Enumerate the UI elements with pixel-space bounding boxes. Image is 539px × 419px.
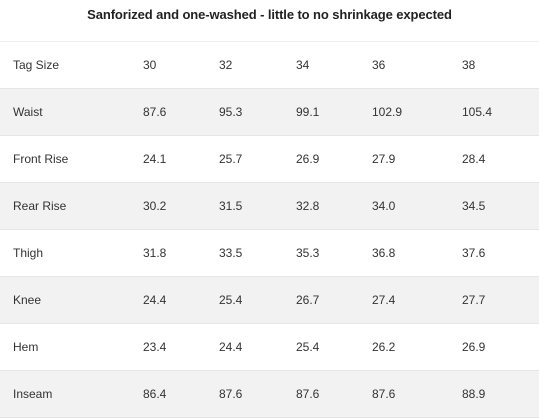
table-cell: 87.6: [296, 370, 372, 418]
table-cell: 26.7: [296, 276, 372, 324]
table-row-knee: Knee 24.4 25.4 26.7 27.4 27.7: [0, 276, 539, 324]
row-label: Front Rise: [0, 135, 143, 183]
table-cell: 35.3: [296, 229, 372, 277]
table-cell: 32: [219, 42, 296, 89]
table-row-waist: Waist 87.6 95.3 99.1 102.9 105.4: [0, 88, 539, 136]
table-cell: 88.9: [462, 370, 539, 418]
row-label: Inseam: [0, 370, 143, 418]
table-cell: 37.6: [462, 229, 539, 277]
table-cell: 33.5: [219, 229, 296, 277]
table-cell: 28.4: [462, 135, 539, 183]
table-cell: 87.6: [372, 370, 462, 418]
size-chart-table: Tag Size 30 32 34 36 38 Waist 87.6 95.3 …: [0, 42, 539, 418]
table-cell: 27.7: [462, 276, 539, 324]
table-cell: 36.8: [372, 229, 462, 277]
table-row-thigh: Thigh 31.8 33.5 35.3 36.8 37.6: [0, 229, 539, 277]
table-cell: 34.0: [372, 182, 462, 230]
table-cell: 34.5: [462, 182, 539, 230]
table-cell: 31.8: [143, 229, 219, 277]
table-cell: 24.4: [219, 323, 296, 371]
table-cell: 24.1: [143, 135, 219, 183]
table-cell: 32.8: [296, 182, 372, 230]
row-label: Waist: [0, 88, 143, 136]
table-cell: 23.4: [143, 323, 219, 371]
table-cell: 27.9: [372, 135, 462, 183]
table-cell: 99.1: [296, 88, 372, 136]
table-cell: 87.6: [219, 370, 296, 418]
table-row-rear-rise: Rear Rise 30.2 31.5 32.8 34.0 34.5: [0, 182, 539, 230]
table-cell: 25.7: [219, 135, 296, 183]
table-cell: 36: [372, 42, 462, 89]
row-label: Thigh: [0, 229, 143, 277]
table-cell: 87.6: [143, 88, 219, 136]
table-cell: 38: [462, 42, 539, 89]
table-cell: 26.9: [462, 323, 539, 371]
table-cell: 27.4: [372, 276, 462, 324]
table-row-inseam: Inseam 86.4 87.6 87.6 87.6 88.9: [0, 370, 539, 418]
table-cell: 26.9: [296, 135, 372, 183]
table-cell: 24.4: [143, 276, 219, 324]
table-cell: 25.4: [296, 323, 372, 371]
table-cell: 30.2: [143, 182, 219, 230]
table-row-tag-size: Tag Size 30 32 34 36 38: [0, 42, 539, 89]
table-cell: 31.5: [219, 182, 296, 230]
table-cell: 105.4: [462, 88, 539, 136]
table-cell: 25.4: [219, 276, 296, 324]
table-row-hem: Hem 23.4 24.4 25.4 26.2 26.9: [0, 323, 539, 371]
row-label: Knee: [0, 276, 143, 324]
row-label: Hem: [0, 323, 143, 371]
table-title: Sanforized and one-washed - little to no…: [87, 7, 452, 22]
row-label: Rear Rise: [0, 182, 143, 230]
title-divider: [0, 30, 539, 42]
table-cell: 102.9: [372, 88, 462, 136]
table-cell: 30: [143, 42, 219, 89]
table-cell: 34: [296, 42, 372, 89]
table-cell: 26.2: [372, 323, 462, 371]
table-row-front-rise: Front Rise 24.1 25.7 26.9 27.9 28.4: [0, 135, 539, 183]
row-label: Tag Size: [0, 42, 143, 89]
table-cell: 86.4: [143, 370, 219, 418]
table-cell: 95.3: [219, 88, 296, 136]
